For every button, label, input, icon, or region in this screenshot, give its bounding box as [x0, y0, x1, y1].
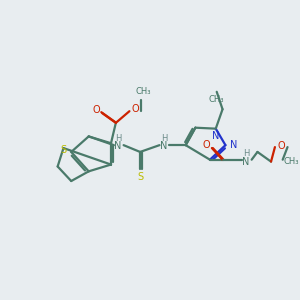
Text: N: N	[230, 140, 238, 150]
Text: O: O	[131, 104, 139, 114]
Text: O: O	[93, 105, 100, 115]
Text: H: H	[161, 134, 167, 143]
Text: O: O	[278, 141, 286, 151]
Text: N: N	[242, 157, 250, 166]
Text: CH₃: CH₃	[284, 157, 299, 166]
Text: O: O	[202, 140, 210, 150]
Text: CH₃: CH₃	[135, 87, 151, 96]
Text: S: S	[137, 172, 143, 182]
Text: H: H	[243, 149, 249, 158]
Text: H: H	[116, 134, 122, 143]
Text: N: N	[160, 141, 167, 151]
Text: S: S	[60, 145, 67, 155]
Text: CH₃: CH₃	[209, 95, 224, 104]
Text: N: N	[212, 131, 219, 141]
Text: N: N	[114, 141, 122, 151]
